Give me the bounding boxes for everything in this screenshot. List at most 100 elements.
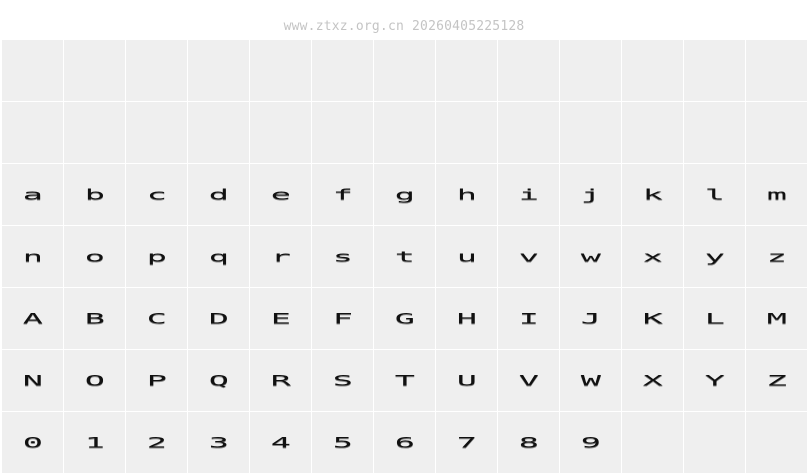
glyph: Z [766,371,787,389]
glyph: n [22,247,43,265]
glyph: f [332,185,353,203]
glyph: h [456,185,477,203]
glyph-cell: 4 [250,412,311,473]
glyph-cell: Q [188,350,249,411]
glyph: w [580,247,601,265]
glyph-cell [374,102,435,163]
glyph-cell: 2 [126,412,187,473]
glyph-cell: H [436,288,497,349]
glyph: b [84,185,105,203]
glyph-cell [64,40,125,101]
glyph: 1 [84,433,105,451]
glyph: S [332,371,353,389]
glyph: X [642,371,663,389]
glyph-cell: x [622,226,683,287]
glyph-cell: f [312,164,373,225]
glyph-cell [560,40,621,101]
glyph: a [22,185,43,203]
glyph-cell: 1 [64,412,125,473]
glyph: E [270,309,291,327]
glyph-cell [374,40,435,101]
glyph: Y [704,371,725,389]
glyph-cell: 8 [498,412,559,473]
glyph: Q [208,371,229,389]
glyph-cell [498,40,559,101]
glyph-cell: 9 [560,412,621,473]
glyph-cell: l [684,164,745,225]
glyph-cell: 7 [436,412,497,473]
glyph: P [146,371,167,389]
glyph-cell: e [250,164,311,225]
glyph-cell [498,102,559,163]
glyph: q [208,247,229,265]
watermark-header: www.ztxz.org.cn 20260405225128 [283,19,525,34]
glyph: 9 [580,433,601,451]
glyph: k [642,185,663,203]
glyph-cell: 5 [312,412,373,473]
glyph-cell: h [436,164,497,225]
glyph: p [146,247,167,265]
glyph-cell: B [64,288,125,349]
glyph-grid: a b c d e f g h i j k l m n o p q r s t u v w x y z A B C D E F G H I J K L M N… [1,39,808,474]
glyph-cell [622,412,683,473]
glyph-cell [126,102,187,163]
glyph: K [642,309,663,327]
glyph-cell [436,40,497,101]
glyph: d [208,185,229,203]
glyph-cell: v [498,226,559,287]
glyph: v [518,247,539,265]
glyph-cell [250,102,311,163]
glyph-cell: X [622,350,683,411]
glyph-cell: N [2,350,63,411]
glyph: 5 [332,433,353,451]
glyph: I [518,309,539,327]
glyph-cell [188,102,249,163]
glyph-cell: o [64,226,125,287]
glyph: j [580,185,601,203]
glyph-cell: T [374,350,435,411]
glyph: V [518,371,539,389]
glyph: l [704,185,725,203]
glyph-cell: Y [684,350,745,411]
glyph-cell: M [746,288,807,349]
glyph-cell: Z [746,350,807,411]
glyph: A [22,309,43,327]
glyph-cell: z [746,226,807,287]
glyph-cell: k [622,164,683,225]
glyph-cell [250,40,311,101]
glyph: 4 [270,433,291,451]
glyph: g [394,185,415,203]
glyph-cell: b [64,164,125,225]
glyph: 2 [146,433,167,451]
glyph-cell: U [436,350,497,411]
glyph-cell: O [64,350,125,411]
glyph-cell [560,102,621,163]
glyph-cell: n [2,226,63,287]
glyph-cell: I [498,288,559,349]
glyph: 3 [208,433,229,451]
glyph: e [270,185,291,203]
glyph-cell [312,102,373,163]
glyph: C [146,309,167,327]
glyph: J [580,309,601,327]
glyph: W [580,371,601,389]
glyph-cell [126,40,187,101]
glyph: i [518,185,539,203]
glyph-cell: c [126,164,187,225]
glyph-cell [2,102,63,163]
glyph-cell: V [498,350,559,411]
glyph-cell: 0 [2,412,63,473]
glyph-cell [746,40,807,101]
glyph-cell: 3 [188,412,249,473]
glyph-cell: F [312,288,373,349]
glyph-cell: D [188,288,249,349]
glyph-cell: d [188,164,249,225]
glyph: H [456,309,477,327]
glyph-cell: r [250,226,311,287]
glyph: c [146,185,167,203]
glyph: 0 [22,433,43,451]
glyph-cell: y [684,226,745,287]
glyph-cell: K [622,288,683,349]
glyph: D [208,309,229,327]
glyph-cell [746,412,807,473]
